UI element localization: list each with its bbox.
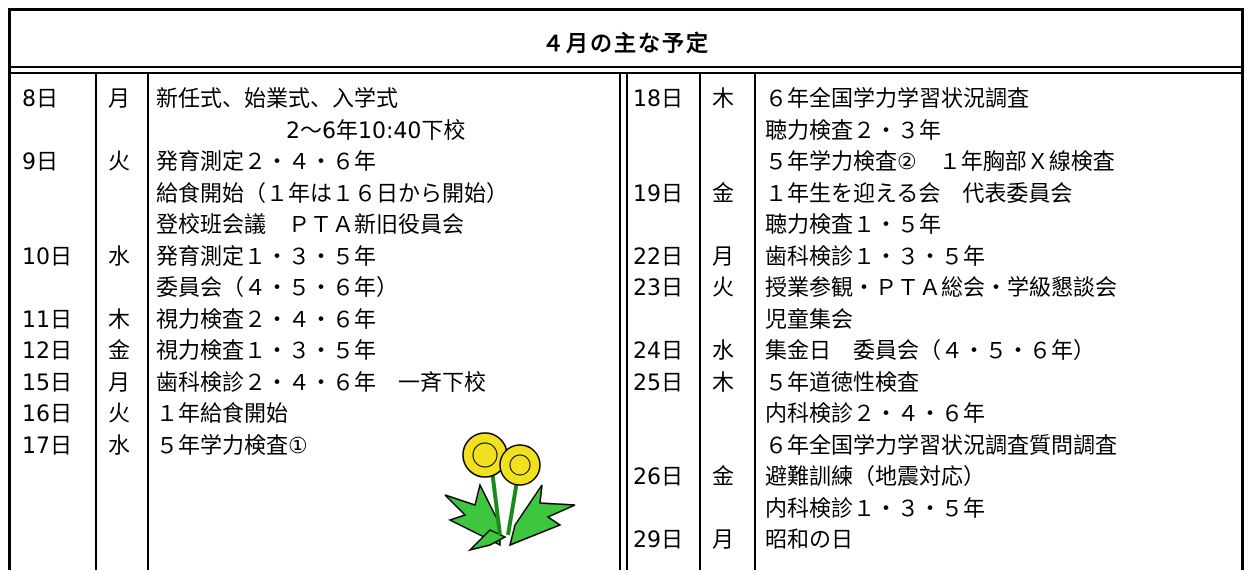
title: ４月の主な予定 xyxy=(541,32,710,57)
event: １年生を迎える会 代表委員会 xyxy=(765,181,1073,207)
weekday: 月 xyxy=(108,87,131,112)
weekday: 金 xyxy=(712,181,735,207)
event: 歯科検診１・３・５年 xyxy=(765,244,986,270)
date: 12日 xyxy=(22,339,72,364)
event: 登校班会議 ＰＴＡ新旧役員会 xyxy=(156,213,465,238)
border xyxy=(147,74,149,570)
event: 給食開始（１年は１６日から開始） xyxy=(156,181,509,207)
weekday: 木 xyxy=(712,370,735,396)
date: 10日 xyxy=(22,244,72,270)
event: 聴力検査１・５年 xyxy=(765,213,942,238)
event: 内科検診２・４・６年 xyxy=(765,402,986,427)
border xyxy=(699,74,701,570)
event: ６年全国学力学習状況調査 xyxy=(765,87,1030,112)
date: 29日 xyxy=(633,528,683,553)
weekday: 月 xyxy=(108,370,131,396)
date: 23日 xyxy=(633,276,683,301)
weekday: 水 xyxy=(712,339,735,364)
event: 新任式、始業式、入学式 xyxy=(156,87,399,112)
event: 聴力検査２・３年 xyxy=(765,118,942,144)
weekday: 金 xyxy=(712,465,735,490)
event: 委員会（４・５・６年） xyxy=(156,276,399,301)
event: 2～6年10:40下校 xyxy=(286,118,466,144)
date: 16日 xyxy=(22,402,72,427)
event: ５年学力検査① xyxy=(156,433,308,459)
weekday: 火 xyxy=(108,150,131,175)
border xyxy=(626,74,628,570)
date: 26日 xyxy=(633,465,683,490)
date: 24日 xyxy=(633,339,683,364)
event: 内科検診１・３・５年 xyxy=(765,496,986,522)
date: 15日 xyxy=(22,370,72,396)
event: 児童集会 xyxy=(765,307,854,333)
date: 25日 xyxy=(633,370,683,396)
event: 発育測定２・４・６年 xyxy=(156,150,377,175)
border xyxy=(8,72,1244,74)
event: 授業参観・ＰＴＡ総会・学級懇談会 xyxy=(765,276,1118,301)
weekday: 火 xyxy=(108,402,131,427)
weekday: 月 xyxy=(712,528,735,553)
event: ５年道徳性検査 xyxy=(765,370,920,396)
border xyxy=(619,74,621,570)
border xyxy=(8,8,1244,11)
dandelion-illustration xyxy=(444,432,576,552)
event: 視力検査２・４・６年 xyxy=(156,307,377,333)
event: 歯科検診２・４・６年 一斉下校 xyxy=(156,370,487,396)
border xyxy=(95,74,97,570)
event: １年給食開始 xyxy=(156,402,289,427)
event: 集金日 委員会（４・５・６年） xyxy=(765,339,1096,364)
weekday: 木 xyxy=(712,87,735,112)
date: 17日 xyxy=(22,433,72,459)
date: 19日 xyxy=(633,181,683,207)
event: 避難訓練（地震対応） xyxy=(765,465,986,490)
event: 昭和の日 xyxy=(765,528,854,553)
event: ６年全国学力学習状況調査質問調査 xyxy=(765,433,1118,459)
weekday: 木 xyxy=(108,307,131,333)
border xyxy=(1241,8,1244,570)
date: 18日 xyxy=(633,87,683,112)
date: 22日 xyxy=(633,244,683,270)
weekday: 水 xyxy=(108,433,131,459)
event: 視力検査１・３・５年 xyxy=(156,339,377,364)
event: 発育測定１・３・５年 xyxy=(156,244,377,270)
date: 8日 xyxy=(22,87,58,112)
border xyxy=(8,8,11,570)
weekday: 月 xyxy=(712,244,735,270)
border xyxy=(754,74,756,570)
date: 9日 xyxy=(22,150,58,175)
weekday: 金 xyxy=(108,339,131,364)
weekday: 火 xyxy=(712,276,735,301)
border xyxy=(8,66,1244,68)
event: ５年学力検査② １年胸部Ｘ線検査 xyxy=(765,150,1115,175)
date: 11日 xyxy=(22,307,72,333)
weekday: 水 xyxy=(108,244,131,270)
